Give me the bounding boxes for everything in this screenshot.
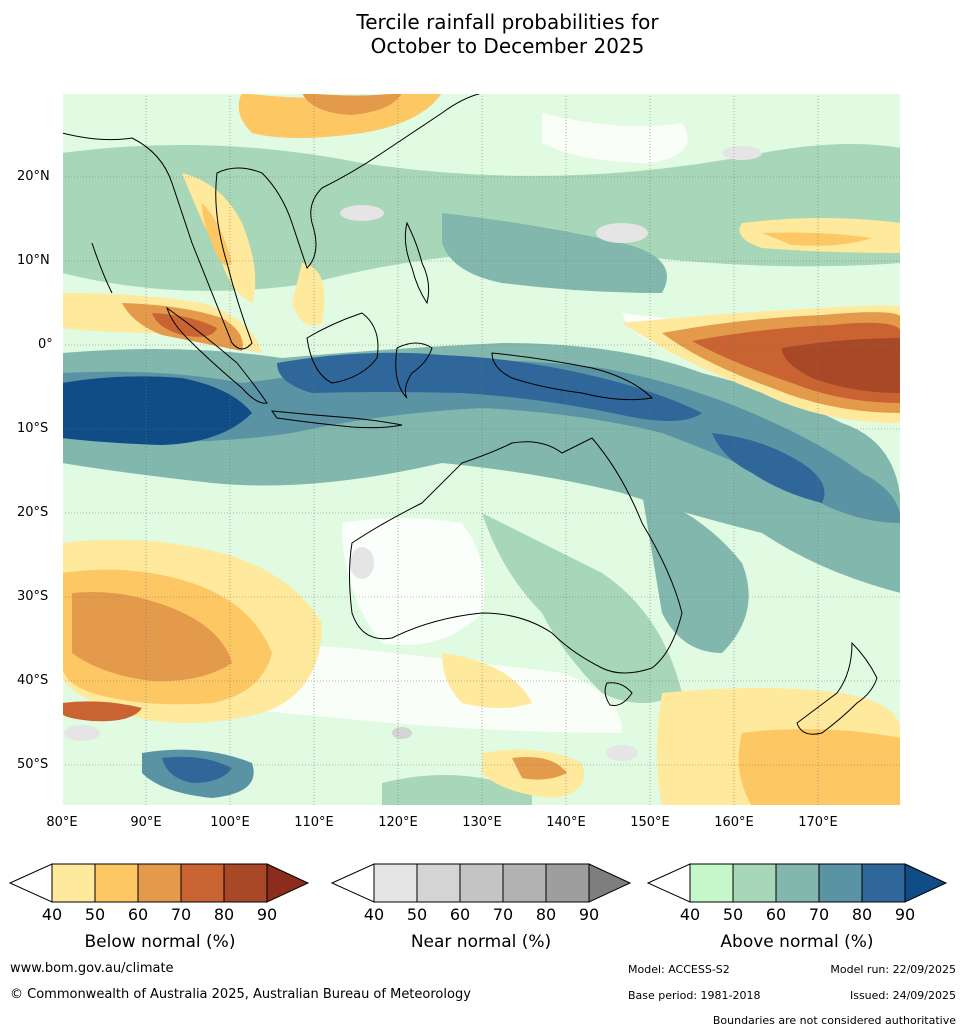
cbar-near-tick-50: 50	[406, 905, 428, 924]
lat-label-10n: 10°N	[17, 253, 50, 268]
footer-base-period: Base period: 1981-2018	[628, 989, 761, 1002]
lat-label-30s: 30°S	[17, 589, 49, 604]
cbar-below-swatch-3	[137, 863, 182, 903]
lon-label-130e: 130°E	[462, 815, 502, 830]
cbar-below-swatch-5	[223, 863, 268, 903]
philippines-outline	[404, 221, 430, 305]
cbar-near-swatch-2	[416, 863, 461, 903]
cbar-near-tick-60: 60	[449, 905, 471, 924]
colorbar-above-normal	[646, 862, 948, 904]
cbar-above-tick-70: 70	[808, 905, 830, 924]
cbar-below-tick-40: 40	[41, 905, 63, 924]
cbar-above-swatch-4	[818, 863, 863, 903]
cbar-near-tick-80: 80	[535, 905, 557, 924]
cbar-near-tick-70: 70	[492, 905, 514, 924]
cbar-below-tick-90: 90	[256, 905, 278, 924]
java-outline	[270, 410, 403, 429]
australia-outline	[349, 437, 683, 674]
cbar-below-tick-70: 70	[170, 905, 192, 924]
cbar-near-tick-90: 90	[578, 905, 600, 924]
cbar-above-swatch-6	[904, 863, 948, 903]
below-normal-regions	[62, 93, 901, 806]
footer-copyright: © Commonwealth of Australia 2025, Austra…	[10, 987, 471, 1002]
cbar-above-tick-50: 50	[722, 905, 744, 924]
cbar-above-swatch-0	[646, 863, 691, 903]
map-frame	[62, 93, 901, 806]
cbar-near-swatch-6	[588, 863, 632, 903]
lat-label-40s: 40°S	[17, 673, 49, 688]
cbar-above-tick-60: 60	[765, 905, 787, 924]
lat-label-20s: 20°S	[17, 505, 49, 520]
lon-label-150e: 150°E	[630, 815, 670, 830]
title-line-2: October to December 2025	[370, 34, 645, 58]
cbar-below-swatch-4	[180, 863, 225, 903]
cbar-above-tick-80: 80	[851, 905, 873, 924]
cbar-above-swatch-2	[732, 863, 777, 903]
lat-label-20n: 20°N	[17, 169, 50, 184]
lon-label-120e: 120°E	[378, 815, 418, 830]
cbar-below-tick-80: 80	[213, 905, 235, 924]
cbar-below-swatch-1	[51, 863, 96, 903]
cbar-above-swatch-5	[861, 863, 906, 903]
cbar-above-tick-40: 40	[679, 905, 701, 924]
lon-label-160e: 160°E	[714, 815, 754, 830]
sri-lanka-outline	[91, 242, 113, 294]
cbar-above-swatch-1	[689, 863, 734, 903]
cbar-above-swatch-3	[775, 863, 820, 903]
coastlines	[62, 93, 878, 735]
lon-label-110e: 110°E	[294, 815, 334, 830]
lon-label-170e: 170°E	[798, 815, 838, 830]
cbar-below-title: Below normal (%)	[84, 932, 236, 952]
cbar-near-swatch-5	[545, 863, 590, 903]
cbar-near-swatch-4	[502, 863, 547, 903]
chart-title: Tercile rainfall probabilities for Octob…	[0, 10, 965, 58]
title-line-1: Tercile rainfall probabilities for	[356, 10, 659, 34]
lat-label-equator: 0°	[38, 337, 53, 352]
lon-label-140e: 140°E	[546, 815, 586, 830]
footer-website[interactable]: www.bom.gov.au/climate	[10, 961, 174, 976]
lon-label-100e: 100°E	[210, 815, 250, 830]
cbar-below-swatch-0	[8, 863, 53, 903]
lon-label-90e: 90°E	[130, 815, 162, 830]
lat-label-50s: 50°S	[17, 757, 49, 772]
cbar-above-title: Above normal (%)	[720, 932, 874, 952]
cbar-near-swatch-0	[330, 863, 375, 903]
cbar-above-tick-90: 90	[894, 905, 916, 924]
footer-issued: Issued: 24/09/2025	[849, 989, 956, 1002]
footer-disclaimer: Boundaries are not considered authoritat…	[712, 1014, 956, 1027]
asia-coastline	[62, 93, 483, 350]
new-zealand-outline	[796, 641, 878, 735]
cbar-below-swatch-2	[94, 863, 139, 903]
colorbar-near-normal	[330, 862, 632, 904]
cbar-near-tick-40: 40	[363, 905, 385, 924]
lat-label-10s: 10°S	[17, 421, 49, 436]
new-guinea-outline	[491, 352, 654, 401]
borneo-outline	[306, 312, 379, 384]
tasmania-outline	[604, 682, 633, 706]
sulawesi-outline	[395, 342, 433, 399]
lon-label-80e: 80°E	[46, 815, 78, 830]
cbar-near-title: Near normal (%)	[410, 932, 552, 952]
rainfall-map	[62, 93, 901, 806]
colorbar-below-normal	[8, 862, 310, 904]
cbar-below-swatch-6	[266, 863, 310, 903]
footer-model: Model: ACCESS-S2	[628, 963, 730, 976]
cbar-near-swatch-1	[373, 863, 418, 903]
footer-model-run: Model run: 22/09/2025	[830, 963, 956, 976]
cbar-below-tick-60: 60	[127, 905, 149, 924]
map-svg	[62, 93, 901, 806]
cbar-near-swatch-3	[459, 863, 504, 903]
sumatra-outline	[166, 306, 268, 404]
cbar-below-tick-50: 50	[84, 905, 106, 924]
gridlines	[62, 93, 901, 806]
